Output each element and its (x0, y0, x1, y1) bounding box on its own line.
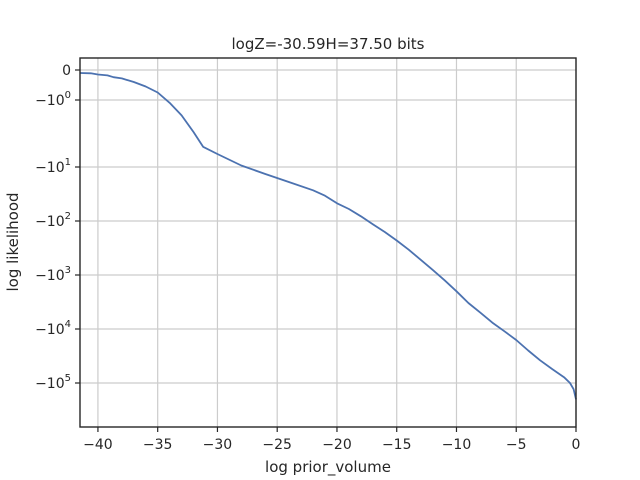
chart-title: logZ=-30.59H=37.50 bits (231, 35, 424, 53)
y-tick-label: −105 (35, 373, 71, 392)
series-line (79, 72, 577, 400)
x-tick-label: −30 (203, 437, 233, 453)
y-axis: 0 −100 −101 −102 −103 −104 −105 (35, 63, 80, 392)
y-tick-label: −100 (35, 90, 71, 109)
x-tick-label: −20 (322, 437, 352, 453)
y-axis-label: log likelihood (4, 192, 22, 291)
plot-frame (79, 57, 577, 428)
x-tick-label: −5 (506, 437, 527, 453)
x-tick-label: −40 (83, 437, 113, 453)
y-tick-label: −104 (35, 319, 71, 338)
x-tick-label: −15 (382, 437, 412, 453)
x-tick-label: 0 (572, 437, 581, 453)
x-tick-label: −25 (262, 437, 292, 453)
x-axis: −40 −35 −30 −25 −20 −15 −10 −5 0 (83, 427, 580, 453)
y-tick-label: 0 (62, 63, 71, 79)
grid (80, 58, 577, 427)
plot-area (79, 72, 577, 400)
x-tick-label: −10 (442, 437, 472, 453)
x-axis-label: log prior_volume (265, 458, 391, 477)
x-tick-label: −35 (143, 437, 173, 453)
y-tick-label: −103 (35, 265, 71, 284)
y-tick-label: −102 (35, 211, 71, 230)
y-tick-label: −101 (35, 157, 71, 176)
